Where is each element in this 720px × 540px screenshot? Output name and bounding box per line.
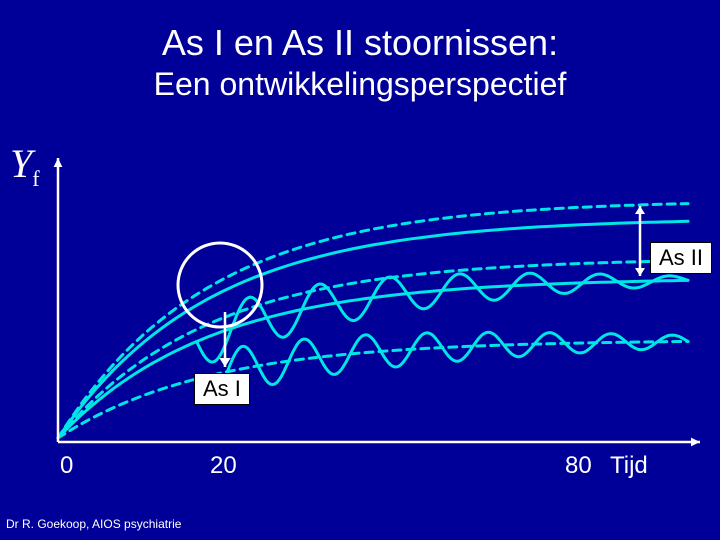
slide: As I en As II stoornissen: Een ontwikkel…	[0, 0, 720, 540]
label-as2: As II	[650, 242, 712, 274]
axes-group	[54, 158, 700, 446]
x-tick-1: 20	[210, 452, 237, 480]
x-tick-2: 80	[565, 452, 592, 480]
label-as1: As I	[194, 373, 250, 405]
x-axis-title: Tijd	[610, 452, 648, 480]
y-axis-arrowhead	[54, 158, 63, 167]
curve-c2_solid	[58, 280, 688, 438]
footer-credit: Dr R. Goekoop, AIOS psychiatrie	[6, 517, 181, 531]
curve-c1_solid	[58, 221, 688, 438]
curve-bot_dashed	[58, 342, 688, 439]
curve-mid_dashed	[58, 261, 688, 438]
curves-group	[58, 204, 688, 438]
curve-top_dashed	[58, 204, 688, 438]
x-tick-0: 0	[60, 452, 73, 480]
wavy-lower	[197, 332, 688, 398]
as2-bracket-arrow-up	[635, 206, 645, 214]
highlight-circle	[178, 243, 262, 327]
as2-bracket-arrow-down	[635, 268, 645, 276]
x-axis-arrowhead	[691, 438, 700, 447]
